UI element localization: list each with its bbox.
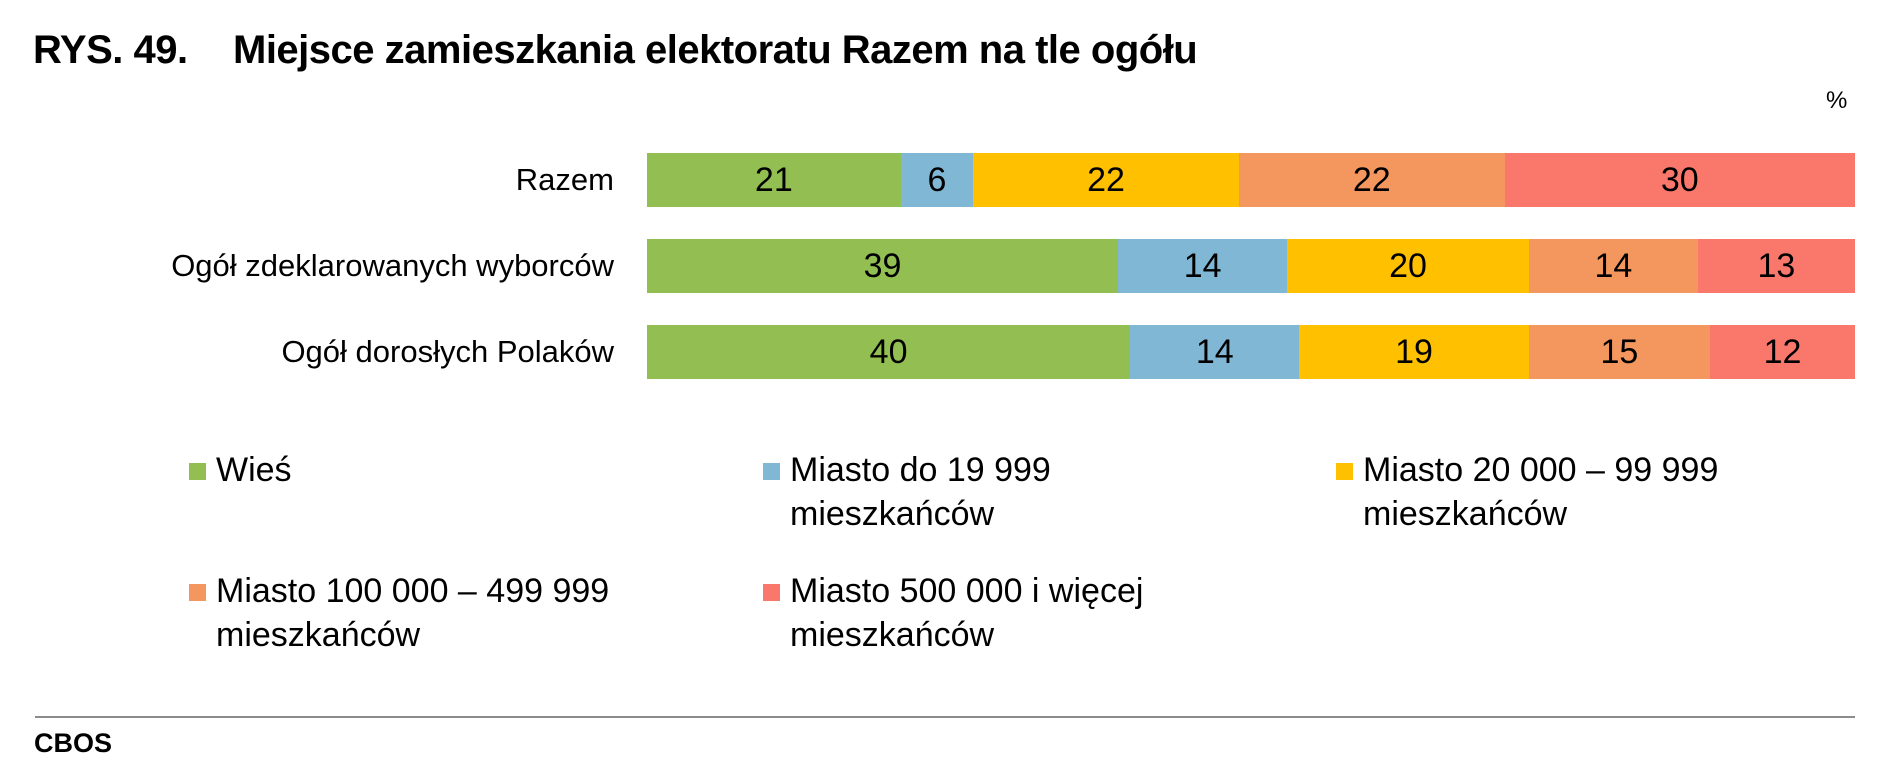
bar-razem: 21 6 22 22 30	[647, 153, 1855, 207]
row-label-dorosli: Ogół dorosłych Polaków	[281, 334, 614, 369]
legend-swatch-icon	[189, 584, 206, 601]
segment-miasto-500000-plus: 12	[1710, 325, 1855, 379]
legend-label: Miasto 500 000 i więcej	[790, 572, 1144, 610]
source-label: CBOS	[34, 728, 113, 758]
figure-title: Miejsce zamieszkania elektoratu Razem na…	[233, 28, 1198, 72]
bar-zdeklarowani: 39 14 20 14 13	[647, 239, 1855, 293]
segment-miasto-20000-99999: 20	[1287, 239, 1529, 293]
segment-miasto-500000-plus: 30	[1504, 153, 1855, 207]
segment-wies: 21	[647, 153, 901, 207]
legend-label: Wieś	[216, 451, 292, 489]
segment-wies: 40	[647, 325, 1131, 379]
segment-miasto-do-19999: 6	[900, 153, 974, 207]
footer-divider	[35, 716, 1855, 718]
row-label-zdeklarowani: Ogół zdeklarowanych wyborców	[171, 248, 614, 283]
legend-swatch-icon	[763, 584, 780, 601]
legend-swatch-icon	[763, 463, 780, 480]
segment-miasto-do-19999: 14	[1118, 239, 1288, 293]
legend-label: Miasto 20 000 – 99 999	[1363, 451, 1719, 489]
legend-swatch-icon	[1336, 463, 1353, 480]
segment-miasto-20000-99999: 22	[973, 153, 1239, 207]
segment-wies: 39	[647, 239, 1119, 293]
legend-label-line2: mieszkańców	[216, 616, 421, 654]
segment-miasto-500000-plus: 13	[1697, 239, 1855, 293]
bar-dorosli: 40 14 19 15 12	[647, 325, 1855, 379]
legend-label: Miasto 100 000 – 499 999	[216, 572, 610, 610]
segment-miasto-100000-499999: 14	[1528, 239, 1698, 293]
figure-number: RYS. 49.	[33, 28, 188, 72]
legend-label-line2: mieszkańców	[790, 616, 995, 654]
legend-label-line2: mieszkańców	[1363, 495, 1568, 533]
segment-miasto-100000-499999: 22	[1238, 153, 1505, 207]
segment-miasto-100000-499999: 15	[1528, 325, 1710, 379]
row-label-razem: Razem	[515, 162, 614, 197]
unit-label: %	[1826, 87, 1848, 114]
chart-title: RYS. 49. Miejsce zamieszkania elektoratu …	[33, 28, 1198, 73]
segment-miasto-do-19999: 14	[1130, 325, 1300, 379]
segment-miasto-20000-99999: 19	[1299, 325, 1529, 379]
legend-swatch-icon	[189, 463, 206, 480]
legend-label: Miasto do 19 999	[790, 451, 1051, 489]
legend-label-line2: mieszkańców	[790, 495, 995, 533]
